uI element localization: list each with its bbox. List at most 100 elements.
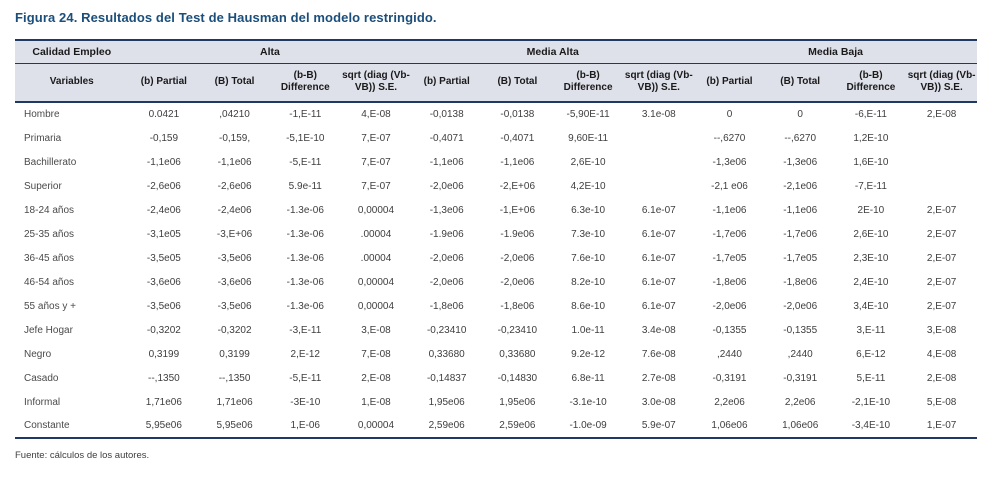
value-cell: -1.3e-06 [286,252,324,264]
table-row: Hombre 0.0421 ,04210 -1,E-11 4,E-08 -0,0138 -0… [15,102,977,126]
value-cell: -1,7e06 [783,228,818,240]
value-cell: -3E-10 [290,396,321,408]
value-cell: -1,1e06 [146,156,181,168]
value-cell: 1,E-07 [906,414,977,439]
value-cell: -3,6e06 [217,276,252,288]
value-cell: 2,6E-10 [853,228,889,240]
value-cell: 1,06e06 [764,414,836,439]
value-cell: 6.1e-07 [641,204,676,216]
value-cell: -2,0e06 [500,276,535,288]
value-cell: 0,00004 [357,300,395,312]
value-cell: -5,90E-11 [566,109,610,120]
value-cell: -2,E+06 [499,180,536,192]
value-cell: -2,0e06 [500,252,535,264]
value-cell: 3,4E-10 [853,300,889,312]
value-cell: -1,3e06 [712,156,747,168]
value-cell: -0,159 [149,132,179,144]
value-cell: 2,3E-10 [853,252,889,264]
source-note: Fuente: cálculos de los autores. [15,450,150,461]
value-cell: -1,8e06 [500,300,535,312]
col-header-B-total: (B) Total [482,63,553,103]
value-cell: 2E-10 [857,204,885,216]
col-header-se: sqrt (diag (Vb-VB)) S.E. [906,63,977,103]
value-cell: 4,2E-10 [570,180,606,192]
value-cell: -1,1e06 [429,156,464,168]
group-header-media-baja: Media Baja [694,39,977,64]
value-cell: 0,33680 [499,348,536,360]
variables-column-header: Variables [15,63,129,103]
value-cell: -3,E+06 [216,228,253,240]
value-cell: 2,4E-10 [853,276,889,288]
table-row: 36-45 años -3,5e05 -3,5e06 -1.3e-06 .00004 -2… [15,246,977,270]
value-cell: 0,00004 [357,276,395,288]
variable-label: Bachillerato [24,156,77,168]
value-cell: -1,3e06 [783,156,818,168]
variable-label: Primaria [24,132,62,144]
table-row: Primaria -0,159 -0,159, -5,1E-10 7,E-07 -0,40… [15,126,977,150]
value-cell: -3,5e06 [217,300,252,312]
value-cell: -2,6e06 [217,180,252,192]
value-cell: 8.6e-10 [571,300,606,312]
value-cell: -1,1e06 [783,204,818,216]
value-cell: -1.3e-06 [286,204,324,216]
value-cell: 2,59e06 [411,414,483,439]
value-cell: -2,0e06 [429,276,464,288]
value-cell: 5,E-08 [926,396,957,408]
group-header-media-alta: Media Alta [411,39,695,64]
value-cell: -1,7e06 [712,228,747,240]
value-cell: 0,00004 [340,414,412,439]
value-cell: 1,E-06 [269,414,341,439]
value-cell: -5,1E-10 [286,132,325,144]
value-cell: -2,0e06 [783,300,818,312]
value-cell: -1,8e06 [712,276,747,288]
value-cell: --,6270 [713,132,746,144]
value-cell: 0,00004 [357,204,395,216]
value-cell [623,126,694,150]
value-cell: -1.0e-09 [552,414,624,439]
value-cell: -5,E-11 [289,372,322,384]
value-cell: 4,E-08 [361,109,391,120]
value-cell [623,150,694,174]
value-cell: -2,0e06 [429,180,464,192]
value-cell: 1,2E-10 [853,132,889,144]
value-cell: 7,E-08 [361,348,391,360]
value-cell: 6,E-12 [856,348,886,360]
variable-label: Negro [24,348,52,360]
value-cell: -2,1E-10 [851,396,891,408]
col-header-difference: (b-B) Difference [269,63,341,103]
table-row: 55 años y + -3,5e06 -3,5e06 -1.3e-06 0,00004… [15,294,977,318]
value-cell: -0,14830 [497,372,538,384]
group-header-row: Calidad Empleo Alta Media Alta Media Baj… [15,39,977,64]
table-row: Informal 1,71e06 1,71e06 -3E-10 1,E-08 1,95e0… [15,390,977,414]
value-cell: 6.1e-07 [641,276,676,288]
value-cell: 9,60E-11 [568,132,608,144]
value-cell: 1,71e06 [145,396,182,408]
table-row: Constante 5,95e06 5,95e06 1,E-06 0,00004 2,59… [15,414,977,439]
col-header-difference: (b-B) Difference [835,63,907,103]
value-cell: -3,5e06 [217,252,252,264]
value-cell: 3.1e-08 [641,109,676,120]
table-row: Jefe Hogar -0,3202 -0,3202 -3,E-11 3,E-08 -0,… [15,318,977,342]
value-cell: 1,71e06 [216,396,253,408]
column-header-row: Variables (b) Partial (B) Total (b-B) Di… [15,63,977,103]
value-cell: 2,E-07 [926,252,957,264]
figure-title: Figura 24. Resultados del Test de Hausma… [15,10,437,25]
value-cell: -2,0e06 [429,252,464,264]
value-cell: -0,1355 [783,324,818,336]
value-cell: -1.9e06 [429,228,464,240]
col-header-B-total: (B) Total [764,63,836,103]
value-cell: 1,E-08 [361,396,391,408]
value-cell: 2,E-07 [926,300,957,312]
value-cell: -1,8e06 [783,276,818,288]
value-cell: 2,59e06 [482,414,553,439]
value-cell: -0,23410 [497,324,538,336]
value-cell: -1,E-11 [289,109,322,120]
value-cell: --,1350 [148,372,180,384]
value-cell: -1,1e06 [500,156,535,168]
value-cell: 8.2e-10 [571,276,606,288]
table-row: Superior -2,6e06 -2,6e06 5.9e-11 7,E-07 -2,0e… [15,174,977,198]
col-header-b-partial: (b) Partial [694,63,765,103]
col-header-B-total: (B) Total [199,63,270,103]
value-cell: -1,E+06 [499,204,536,216]
value-cell: 0,33680 [428,348,465,360]
